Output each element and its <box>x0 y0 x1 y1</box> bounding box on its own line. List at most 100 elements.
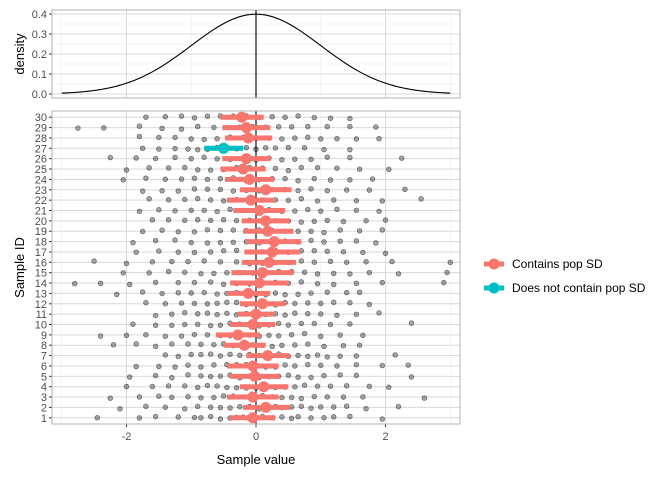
sample-point <box>327 321 334 328</box>
sample-point <box>382 217 389 223</box>
sample-point <box>182 406 188 412</box>
sample-point <box>343 187 350 193</box>
sample-point <box>217 239 224 246</box>
sample-point <box>288 404 295 410</box>
sample-point <box>318 300 324 307</box>
sample-point <box>165 268 172 275</box>
sample-point <box>366 383 373 390</box>
samples-y-tick-label: 27 <box>35 143 47 155</box>
sample-point <box>191 175 198 181</box>
legend-key-point-not_contains <box>488 282 500 294</box>
interval-mean-10 <box>247 319 259 331</box>
interval-mean-22 <box>245 194 257 206</box>
sample-point <box>227 351 233 358</box>
samples-y-ticks: 1234567891011121314151617181920212223242… <box>35 112 52 425</box>
samples-y-tick-label: 25 <box>35 164 47 176</box>
sample-point <box>408 320 415 326</box>
sample-point <box>211 394 217 401</box>
sample-point <box>217 322 224 328</box>
sample-point <box>356 289 363 296</box>
sample-point <box>214 136 220 142</box>
sample-point <box>172 154 178 161</box>
sample-point <box>386 384 392 390</box>
sample-point <box>305 361 311 368</box>
sample-point <box>314 352 321 358</box>
sample-point <box>204 186 211 192</box>
interval-mean-23 <box>260 184 272 196</box>
sample-point <box>201 154 207 160</box>
sample-point <box>308 415 314 421</box>
sample-point <box>292 135 298 141</box>
sample-point <box>376 208 382 214</box>
sample-point <box>327 383 334 389</box>
sample-point <box>188 155 194 162</box>
sample-point <box>139 228 146 235</box>
sample-point <box>178 333 185 339</box>
sample-point <box>204 382 211 389</box>
samples-y-tick-label: 3 <box>41 392 47 404</box>
sample-point <box>130 321 136 327</box>
sample-point <box>220 248 227 254</box>
sample-point <box>314 198 321 204</box>
sample-point <box>292 342 298 348</box>
sample-point <box>340 394 347 400</box>
sample-point <box>195 147 201 153</box>
sample-point <box>224 299 230 306</box>
interval-mean-3 <box>247 391 259 403</box>
sample-point <box>347 177 353 183</box>
samples-y-tick-label: 15 <box>35 268 47 280</box>
sample-point <box>292 156 298 162</box>
sample-point <box>237 404 243 410</box>
sample-point <box>162 114 169 120</box>
interval-mean-17 <box>266 246 278 258</box>
sample-point <box>156 393 162 399</box>
sample-point <box>162 301 169 307</box>
sample-point <box>172 208 178 214</box>
sample-point <box>146 165 152 171</box>
sample-point <box>386 166 392 173</box>
sample-point <box>195 311 201 317</box>
sample-point <box>162 176 169 182</box>
sample-point <box>334 136 340 142</box>
sample-point <box>347 413 353 420</box>
sample-point <box>175 188 181 194</box>
sample-point <box>311 218 317 225</box>
sample-point <box>149 259 156 265</box>
samples-y-tick-label: 1 <box>41 413 47 425</box>
interval-mean-14 <box>253 277 265 289</box>
sample-point <box>75 125 81 131</box>
sample-point <box>311 320 317 327</box>
samples-y-tick-label: 18 <box>35 237 47 249</box>
sample-point <box>191 229 198 235</box>
sample-point <box>308 237 314 243</box>
sample-point <box>327 258 334 264</box>
sample-point <box>337 353 343 359</box>
sample-point <box>101 125 107 131</box>
sample-point <box>185 258 191 265</box>
sample-point <box>379 198 385 204</box>
density-y-ticks: 0.0 0.1 0.2 0.3 0.4 <box>32 9 52 101</box>
samples-x-tick-label: 0 <box>253 431 259 443</box>
sample-point <box>233 217 240 224</box>
sample-point <box>314 271 321 277</box>
sample-point <box>353 207 360 214</box>
sample-point <box>185 362 191 368</box>
sample-point <box>356 228 363 234</box>
sample-point <box>285 372 292 378</box>
interval-mean-20 <box>260 215 272 227</box>
sample-point <box>285 167 292 174</box>
sample-point <box>347 271 353 277</box>
sample-point <box>120 177 126 183</box>
sample-point <box>207 322 214 329</box>
sample-point <box>152 155 159 162</box>
sample-point <box>159 125 165 132</box>
sample-point <box>185 146 191 152</box>
sample-point <box>321 146 327 153</box>
sample-point <box>298 395 305 402</box>
sample-point <box>324 394 330 400</box>
density-y-tick-label: 0.3 <box>32 29 47 41</box>
sample-point <box>295 291 301 298</box>
sample-point <box>152 312 159 319</box>
sample-point <box>195 403 201 410</box>
sample-point <box>311 393 317 400</box>
